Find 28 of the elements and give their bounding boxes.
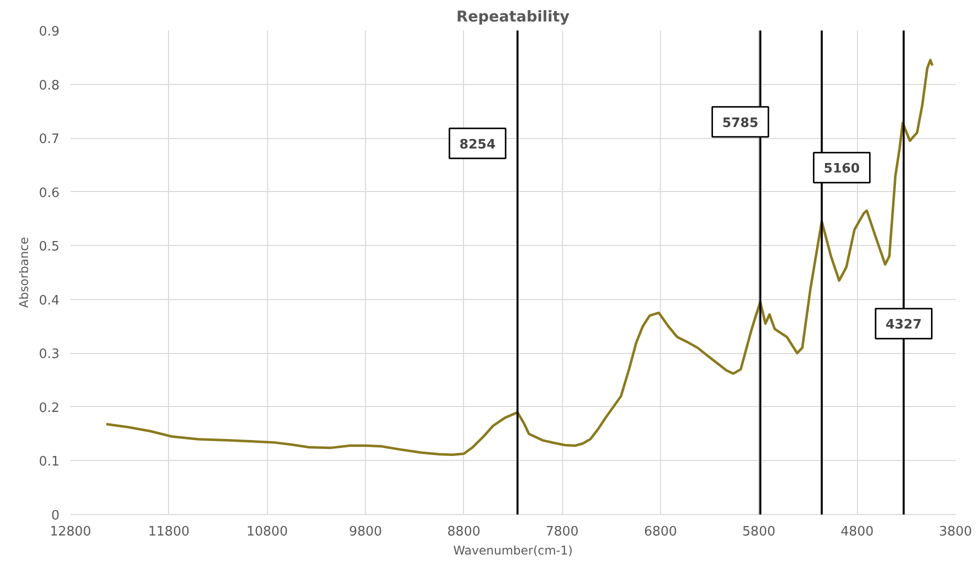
y-tick-label: 0.8 xyxy=(38,78,60,94)
y-tick-label: 0.5 xyxy=(38,240,60,255)
x-tick-label: 11800 xyxy=(148,524,190,540)
y-tick-label: 0 xyxy=(51,508,60,524)
x-axis-title: Wavenumber(cm-1) xyxy=(453,544,573,558)
y-tick-label: 0.7 xyxy=(38,132,60,148)
x-tick-label: 10800 xyxy=(246,524,288,540)
y-tick-label: 0.1 xyxy=(38,454,60,470)
y-tick-label: 0.4 xyxy=(38,293,60,308)
ref-line-label: 4327 xyxy=(886,318,922,333)
ref-line-label: 5785 xyxy=(722,116,758,131)
y-tick-label: 0.3 xyxy=(38,347,60,362)
chart-title: Repeatability xyxy=(456,8,570,26)
y-tick-label: 0.6 xyxy=(38,186,60,201)
x-tick-label: 5800 xyxy=(742,524,776,540)
x-tick-label: 12800 xyxy=(50,524,92,540)
y-tick-label: 0.9 xyxy=(38,24,60,40)
x-tick-label: 8800 xyxy=(447,524,480,540)
y-axis-title: Absorbance xyxy=(16,237,31,308)
x-tick-label: 4800 xyxy=(840,524,874,540)
x-tick-label: 3800 xyxy=(938,524,972,540)
ref-line-label: 8254 xyxy=(459,137,496,152)
x-tick-label: 9800 xyxy=(348,524,382,540)
line-series xyxy=(105,58,934,456)
x-tick-label: 7800 xyxy=(546,524,579,540)
x-tick-label: 6800 xyxy=(644,524,678,540)
y-tick-label: 0.2 xyxy=(38,400,60,416)
ref-line-label: 5160 xyxy=(824,162,860,177)
